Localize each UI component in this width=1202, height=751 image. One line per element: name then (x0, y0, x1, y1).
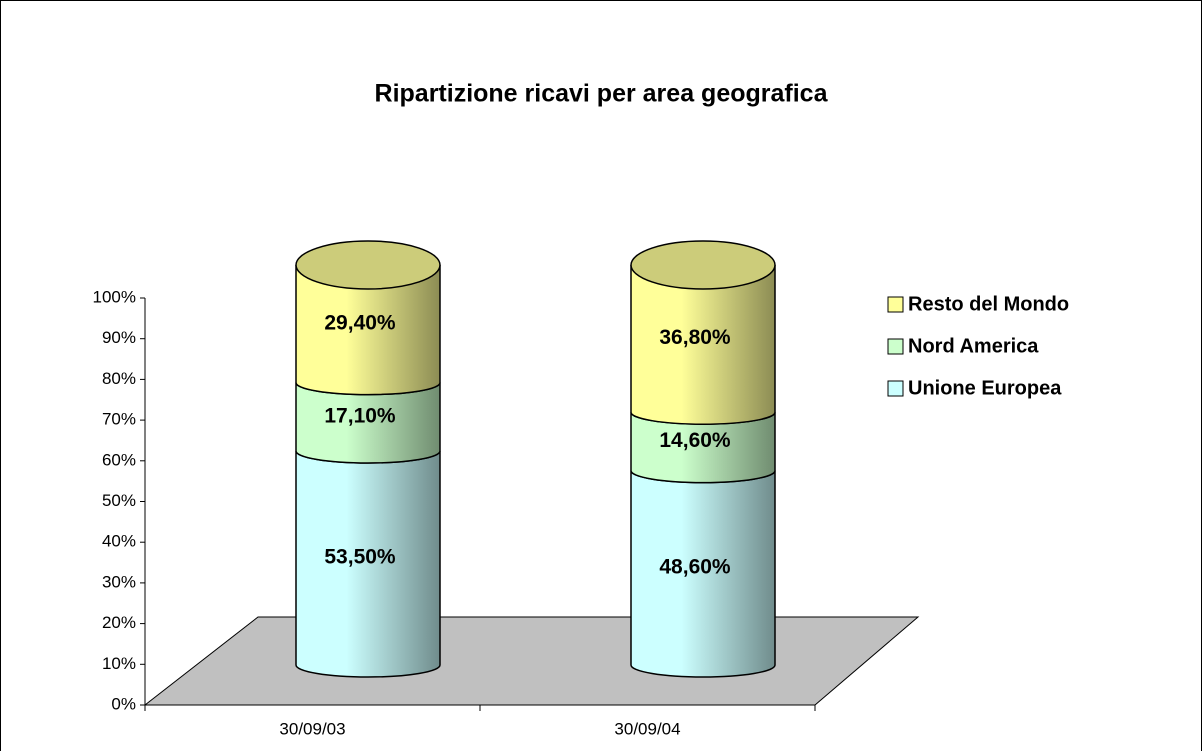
y-tick-label: 100% (93, 287, 136, 306)
y-tick-label: 90% (102, 328, 136, 347)
value-label: 17,10% (324, 404, 396, 427)
cylinder-top (630, 240, 776, 290)
y-tick-label: 80% (102, 369, 136, 388)
y-tick-label: 0% (111, 694, 136, 713)
value-label: 36,80% (659, 326, 731, 349)
legend-swatch (887, 380, 904, 397)
value-label: 14,60% (659, 429, 731, 452)
chart-title: Ripartizione ricavi per area geografica (375, 80, 829, 108)
floor (143, 616, 920, 706)
x-tick-label: 30/09/03 (279, 719, 345, 738)
value-label: 29,40% (324, 311, 396, 334)
y-tick-label: 40% (102, 532, 136, 551)
legend-swatch (887, 338, 904, 355)
y-tick-label: 50% (102, 491, 136, 510)
x-tick-label: 30/09/04 (614, 719, 680, 738)
y-tick-label: 30% (102, 572, 136, 591)
legend-label: Resto del Mondo (908, 293, 1069, 315)
y-tick-label: 70% (102, 410, 136, 429)
value-label: 53,50% (324, 546, 396, 569)
y-tick-label: 10% (102, 654, 136, 673)
value-label: 48,60% (659, 555, 731, 578)
cylinder-top (295, 240, 441, 290)
y-tick-label: 60% (102, 450, 136, 469)
legend-swatch (887, 296, 904, 313)
y-tick-label: 20% (102, 613, 136, 632)
legend-label: Unione Europea (908, 377, 1062, 399)
legend-label: Nord America (908, 335, 1039, 357)
